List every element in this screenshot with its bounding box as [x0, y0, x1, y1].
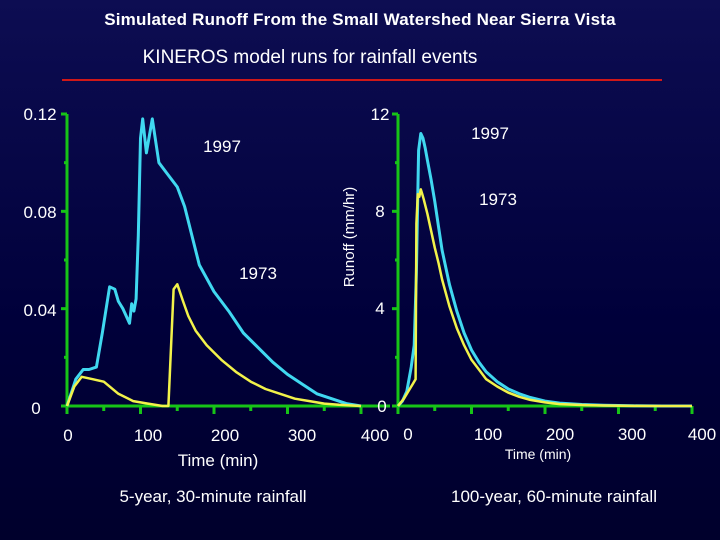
right-y-tick-label-12: 12: [371, 105, 390, 124]
left-x-tick-label-400: 400: [361, 426, 389, 445]
left-y-tick-label-012: 0.12: [23, 105, 56, 124]
left-y-tick-label-008: 0.08: [23, 203, 56, 222]
left-y-tick-label-0: 0: [31, 399, 40, 418]
left-x-tick-label-300: 300: [288, 426, 316, 445]
left-x-tick-label-0: 0: [63, 426, 72, 445]
chart-5yr: 0.12 0.08 0.04 0 0 100 200 300 400 Time …: [23, 105, 390, 506]
left-series-1997-line: [65, 117, 362, 408]
left-annotation-1997: 1997: [203, 137, 241, 156]
left-chart-caption: 5-year, 30-minute rainfall: [119, 487, 306, 506]
left-x-tick-label-100: 100: [134, 426, 162, 445]
left-x-ticks: [65, 406, 363, 414]
left-x-axis-label: Time (min): [178, 451, 259, 470]
right-x-axis-label: Time (min): [505, 446, 571, 462]
right-x-tick-label-100: 100: [474, 425, 502, 444]
right-x-tick-label-400: 400: [688, 425, 716, 444]
left-annotation-1973: 1973: [239, 264, 277, 283]
right-chart-caption: 100-year, 60-minute rainfall: [451, 487, 657, 506]
right-y-tick-label-8: 8: [375, 202, 384, 221]
left-x-tick-label-200: 200: [211, 426, 239, 445]
right-annotation-1973: 1973: [479, 190, 517, 209]
right-series-1973-line: [397, 188, 692, 408]
right-y-axis-label: Runoff (mm/hr): [341, 187, 358, 288]
chart-100yr: 12 8 4 0 Runoff (mm/hr) 0 100 200 300 40…: [341, 105, 716, 506]
title-divider: [62, 79, 662, 81]
slide-subtitle: KINEROS model runs for rainfall events: [142, 47, 478, 68]
right-x-tick-label-0: 0: [403, 425, 412, 444]
right-annotation-1997: 1997: [471, 124, 509, 143]
right-x-tick-label-300: 300: [618, 425, 646, 444]
left-series-1973-line: [65, 283, 362, 408]
right-y-tick-label-4: 4: [375, 299, 384, 318]
right-series-1997-line: [396, 132, 692, 408]
slide-title: Simulated Runoff From the Small Watershe…: [104, 10, 616, 29]
right-y-tick-label-0: 0: [377, 397, 386, 416]
right-x-tick-label-200: 200: [546, 425, 574, 444]
left-y-tick-label-004: 0.04: [23, 301, 56, 320]
